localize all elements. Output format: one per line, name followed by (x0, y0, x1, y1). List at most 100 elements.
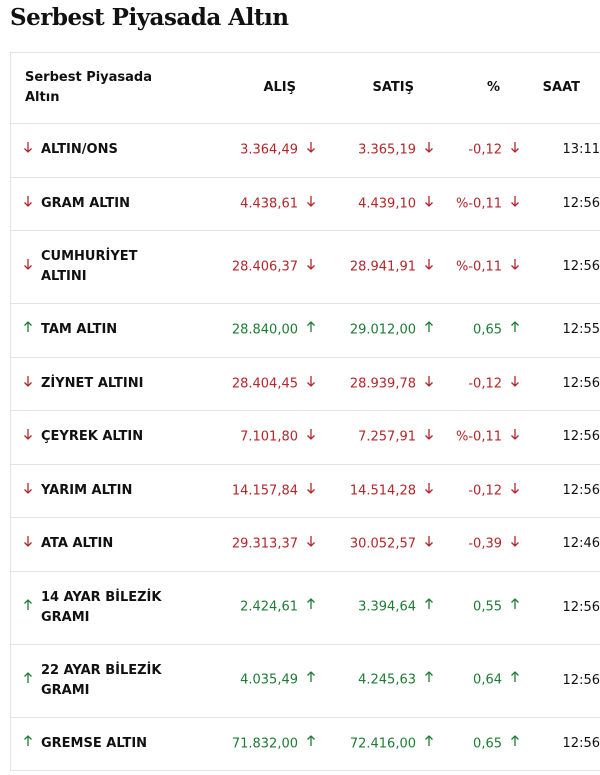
arrow-down (422, 481, 434, 501)
sell-price-cell: 3.365,19 (316, 140, 434, 161)
arrow-up (23, 671, 35, 691)
buy-price-cell: 29.313,37 (166, 534, 316, 555)
buy-price-cell: 7.101,80 (166, 427, 316, 448)
update-time: 13:11 (562, 142, 600, 158)
gold-name: ATA ALTIN (41, 536, 114, 552)
change-pct-cell: -0,12 (434, 481, 520, 502)
sell-price-cell: 4.245,63 (316, 670, 434, 691)
arrow-up (304, 320, 316, 340)
arrow-down (23, 194, 35, 214)
gold-name: GREMSE ALTIN (41, 735, 148, 751)
page-title: Serbest Piyasada Altın (10, 4, 289, 31)
buy-price: 71.832,00 (231, 736, 298, 751)
sell-price-cell: 14.514,28 (316, 481, 434, 502)
arrow-up (23, 598, 35, 618)
arrow-down (508, 194, 520, 214)
arrow-down (304, 534, 316, 554)
change-pct-cell: 0,64 (434, 670, 520, 691)
gold-name: CUMHURİYET ALTINI (41, 249, 138, 284)
arrow-down (508, 257, 520, 277)
table-row: TAM ALTIN 28.840,00 29.012,00 0,65 12:55 (11, 304, 600, 358)
sell-price: 14.514,28 (349, 483, 416, 498)
change-pct-cell: -0,39 (434, 534, 520, 555)
arrow-up (422, 734, 434, 754)
buy-price-cell: 71.832,00 (166, 734, 316, 755)
change-pct-cell: 0,65 (434, 320, 520, 341)
column-header: Serbest Piyasada Altın (25, 70, 153, 105)
arrow-down (422, 534, 434, 554)
sell-price: 29.012,00 (349, 322, 416, 338)
arrow-down (508, 140, 520, 160)
change-pct: -0,39 (468, 536, 502, 552)
update-time: 12:56 (562, 482, 600, 498)
gold-name: ZİYNET ALTINI (41, 375, 144, 391)
update-time: 12:56 (562, 375, 600, 391)
update-time: 12:56 (562, 195, 600, 211)
gold-name: TAM ALTIN (41, 322, 118, 338)
arrow-down (23, 374, 35, 394)
arrow-down (23, 534, 35, 554)
table-row: ATA ALTIN 29.313,37 30.052,57 -0,39 12:46 (11, 518, 600, 572)
buy-price: 2.424,61 (240, 599, 298, 615)
change-pct: 0,65 (473, 736, 502, 751)
update-time: 12:55 (562, 322, 600, 338)
sell-price: 28.939,78 (349, 376, 416, 391)
table-row: ÇEYREK ALTIN 7.101,80 7.257,91 %-0,11 12:56 (11, 411, 600, 465)
column-header: SATIŞ (372, 80, 414, 95)
gold-name: 22 AYAR BİLEZİK GRAMI (41, 662, 162, 698)
sell-price-cell: 28.939,78 (316, 374, 434, 395)
arrow-up (508, 320, 520, 340)
sell-price-cell: 29.012,00 (316, 320, 434, 341)
update-time: 12:46 (562, 536, 600, 552)
table-row: YARIM ALTIN 14.157,84 14.514,28 -0,12 12:56 (11, 465, 600, 518)
arrow-down (508, 481, 520, 501)
buy-price-cell: 3.364,49 (166, 140, 316, 161)
column-header: % (486, 80, 500, 95)
sell-price: 4.245,63 (358, 672, 416, 688)
arrow-down (304, 194, 316, 214)
buy-price: 28.406,37 (231, 259, 298, 275)
change-pct: 0,64 (473, 672, 502, 688)
arrow-down (23, 140, 35, 160)
sell-price-cell: 28.941,91 (316, 257, 434, 278)
change-pct: %-0,11 (456, 259, 502, 275)
table-row: CUMHURİYET ALTINI 28.406,37 28.941,91 %-0,1… (11, 231, 600, 304)
sell-price-cell: 3.394,64 (316, 597, 434, 618)
buy-price: 29.313,37 (231, 536, 298, 552)
sell-price-cell: 30.052,57 (316, 534, 434, 555)
arrow-down (508, 534, 520, 554)
table-row: ALTIN/ONS 3.364,49 3.365,19 -0,12 13:11 (11, 124, 600, 178)
gold-name: 14 AYAR BİLEZİK GRAMI (41, 589, 162, 625)
sell-price: 3.394,64 (358, 599, 416, 615)
arrow-down (304, 374, 316, 394)
sell-price: 7.257,91 (358, 429, 416, 445)
arrow-down (304, 427, 316, 447)
arrow-down (23, 481, 35, 501)
buy-price: 28.840,00 (231, 322, 298, 338)
buy-price-cell: 14.157,84 (166, 481, 316, 502)
arrow-up (23, 734, 35, 754)
change-pct-cell: -0,12 (434, 374, 520, 395)
arrow-down (23, 257, 35, 277)
arrow-down (508, 427, 520, 447)
column-header: SAAT (542, 80, 580, 95)
arrow-down (422, 194, 434, 214)
change-pct: %-0,11 (456, 429, 502, 445)
buy-price-cell: 2.424,61 (166, 597, 316, 618)
sell-price-cell: 7.257,91 (316, 427, 434, 448)
change-pct: 0,55 (473, 599, 502, 615)
table-row: GRAM ALTIN 4.438,61 4.439,10 %-0,11 12:56 (11, 178, 600, 231)
arrow-down (422, 257, 434, 277)
table-row: 14 AYAR BİLEZİK GRAMI 2.424,61 3.394,64 0,5… (11, 572, 600, 645)
arrow-up (422, 597, 434, 617)
gold-name: ALTIN/ONS (41, 142, 118, 158)
change-pct-cell: %-0,11 (434, 257, 520, 278)
arrow-up (304, 670, 316, 690)
buy-price-cell: 28.404,45 (166, 374, 316, 395)
sell-price-cell: 4.439,10 (316, 194, 434, 215)
buy-price-cell: 28.840,00 (166, 320, 316, 341)
arrow-down (23, 427, 35, 447)
arrow-up (304, 734, 316, 754)
sell-price: 72.416,00 (349, 736, 416, 751)
